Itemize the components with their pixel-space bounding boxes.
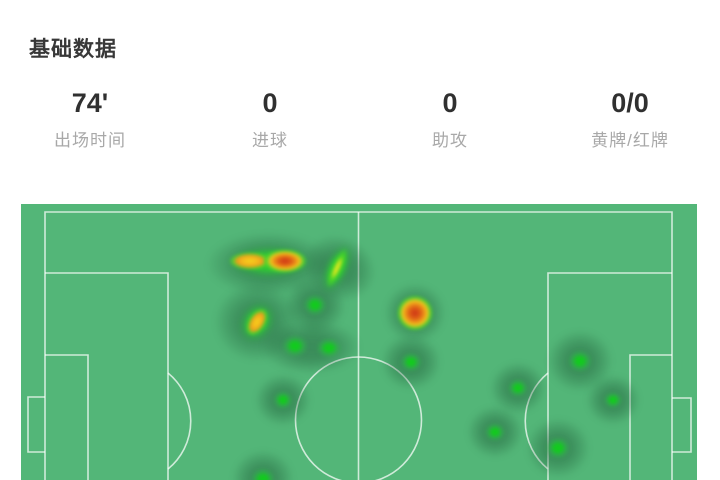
heat-blob-halo (586, 375, 640, 425)
stat-playing-time: 74' 出场时间 (0, 88, 180, 151)
basic-stats-row: 74' 出场时间 0 进球 0 助攻 0/0 黄牌/红牌 (0, 88, 720, 151)
heat-blob-glow (227, 244, 313, 280)
left-six-yard-box (45, 354, 89, 480)
heat-blob-greencore (316, 337, 342, 359)
stat-label-assists: 助攻 (432, 131, 468, 150)
stat-value-goals: 0 (262, 88, 278, 118)
heat-blob-greencore (484, 422, 506, 442)
heat-blob-halo (214, 282, 300, 362)
right-goal (672, 397, 692, 453)
heat-blob-glow (229, 292, 285, 352)
heat-blob-halo (547, 330, 613, 392)
heat-blob-greencore (567, 349, 593, 373)
left-penalty-box (45, 272, 169, 480)
heat-blob-greencore (545, 436, 571, 460)
stat-value-assists: 0 (442, 88, 458, 118)
heat-blob-halo (284, 276, 346, 334)
center-circle (294, 356, 423, 480)
heat-blob-yellowcore (229, 252, 271, 270)
heat-blob-halo (526, 418, 590, 478)
pitch-heatmap-layer (21, 204, 697, 480)
left-penalty-arc (167, 372, 192, 470)
heat-blob-halo (261, 320, 361, 374)
heat-blob-greencore (273, 390, 293, 410)
heat-blob-halo (291, 222, 387, 314)
right-penalty-arc (524, 372, 549, 470)
stat-cards: 0/0 黄牌/红牌 (540, 88, 720, 151)
heat-blob-redcore (263, 249, 307, 273)
right-six-yard-box (629, 354, 672, 480)
heat-blob-greencore (303, 294, 327, 316)
pitch-heatmap (21, 204, 697, 480)
heat-blob-halo (206, 232, 332, 296)
heat-blob-greencore (250, 467, 276, 480)
heat-blob-greencore (603, 391, 623, 409)
heat-blob-greencore (507, 378, 529, 398)
heat-blob-streakcore (322, 245, 352, 291)
left-goal (27, 396, 45, 453)
heat-blob-halo (381, 334, 441, 390)
heat-blob-redcore (396, 295, 434, 331)
heat-blob-halo (232, 450, 294, 480)
heat-blob-halo (467, 406, 523, 458)
heat-blob-greencore (281, 334, 309, 358)
stat-goals: 0 进球 (180, 88, 360, 151)
heat-blob-halo (255, 374, 311, 426)
stat-value-playing-time: 74' (71, 88, 109, 118)
heat-blob-halo (384, 283, 446, 343)
heat-blob-greencore (400, 352, 422, 372)
stat-label-cards: 黄牌/红牌 (591, 131, 669, 150)
stat-assists: 0 助攻 (360, 88, 540, 151)
stat-value-cards: 0/0 (611, 88, 649, 118)
stat-label-goals: 进球 (252, 131, 288, 150)
heat-blob-yellowcore (241, 304, 273, 340)
heat-blob-glow (313, 237, 361, 299)
page-title: 基础数据 (29, 38, 117, 61)
stat-label-playing-time: 出场时间 (54, 131, 126, 150)
heat-blob-halo (490, 362, 546, 414)
right-penalty-box (547, 272, 672, 480)
